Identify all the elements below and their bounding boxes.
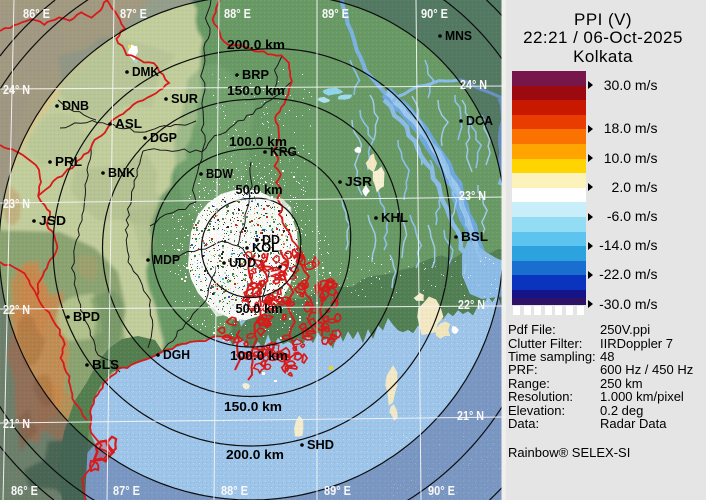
svg-text:22° N: 22° N <box>458 297 485 312</box>
svg-text:KRG: KRG <box>270 145 297 159</box>
svg-text:BPD: BPD <box>73 310 100 324</box>
svg-text:UDD: UDD <box>229 256 256 270</box>
svg-text:50.0 km: 50.0 km <box>236 183 283 197</box>
svg-text:BDW: BDW <box>206 167 233 181</box>
svg-text:BNK: BNK <box>108 166 135 180</box>
svg-text:90° E: 90° E <box>421 6 448 21</box>
svg-text:89° E: 89° E <box>322 6 349 21</box>
svg-text:86° E: 86° E <box>23 6 50 21</box>
svg-text:50.0 km: 50.0 km <box>236 302 283 316</box>
svg-text:KHL: KHL <box>381 211 408 225</box>
svg-text:200.0 km: 200.0 km <box>227 38 285 52</box>
svg-text:200.0 km: 200.0 km <box>226 448 284 462</box>
svg-text:89° E: 89° E <box>324 483 351 498</box>
svg-text:88° E: 88° E <box>224 6 251 21</box>
svg-text:21° N: 21° N <box>457 408 484 423</box>
svg-text:DNB: DNB <box>62 99 89 113</box>
svg-text:PRL: PRL <box>55 155 82 169</box>
svg-text:100.0 km: 100.0 km <box>230 349 288 363</box>
svg-text:JSR: JSR <box>345 175 372 189</box>
svg-text:90° E: 90° E <box>428 483 455 498</box>
svg-text:DGP: DGP <box>150 131 177 145</box>
svg-text:23° N: 23° N <box>3 196 30 211</box>
svg-text:100.0 km: 100.0 km <box>229 135 287 149</box>
svg-text:22° N: 22° N <box>3 302 30 317</box>
svg-text:BRP: BRP <box>242 68 269 82</box>
svg-text:JSD: JSD <box>39 214 66 228</box>
svg-text:150.0 km: 150.0 km <box>227 84 285 98</box>
svg-text:ASL: ASL <box>115 117 142 131</box>
svg-text:SHD: SHD <box>307 438 334 452</box>
svg-text:21° N: 21° N <box>3 416 30 431</box>
svg-text:DCA: DCA <box>466 114 493 128</box>
svg-text:86° E: 86° E <box>11 483 38 498</box>
svg-text:BSL: BSL <box>461 230 488 244</box>
svg-text:DGH: DGH <box>163 348 190 362</box>
svg-text:24° N: 24° N <box>3 82 30 97</box>
svg-text:MNS: MNS <box>445 29 472 43</box>
svg-text:MDP: MDP <box>153 253 180 267</box>
svg-text:BLS: BLS <box>92 358 119 372</box>
svg-text:DMK: DMK <box>132 65 159 79</box>
svg-text:87° E: 87° E <box>113 483 140 498</box>
svg-text:KOL: KOL <box>252 241 279 255</box>
svg-text:87° E: 87° E <box>120 6 147 21</box>
svg-text:SUR: SUR <box>171 92 198 106</box>
svg-text:150.0 km: 150.0 km <box>224 400 282 414</box>
svg-text:DD: DD <box>262 233 280 247</box>
svg-text:24° N: 24° N <box>460 77 487 92</box>
svg-text:23° N: 23° N <box>459 188 486 203</box>
svg-text:88° E: 88° E <box>221 483 248 498</box>
